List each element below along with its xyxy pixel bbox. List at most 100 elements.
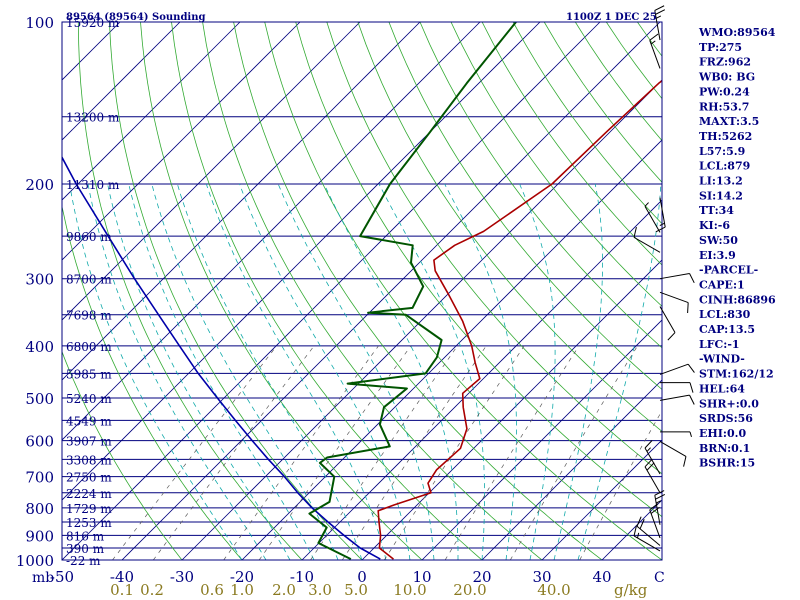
- index-value: TT:34: [699, 204, 734, 217]
- temperature-tick-label: -50: [50, 568, 74, 586]
- plot-frame: [61, 21, 663, 561]
- wind-barb: [660, 431, 692, 438]
- moist-adiabat: [323, 183, 459, 560]
- moist-adiabat: [107, 183, 291, 560]
- isotherm-line: [62, 22, 301, 261]
- index-value: LFC:-1: [699, 338, 740, 351]
- wind-barb-flag: [655, 226, 666, 233]
- moist-adiabat: [205, 183, 387, 560]
- index-value: HEL:64: [699, 382, 745, 395]
- index-value: SRDS:56: [699, 412, 753, 425]
- wind-barb-flag: [687, 363, 695, 373]
- wind-barb: [654, 5, 666, 41]
- index-value: BSHR:15: [699, 457, 755, 470]
- wind-barb-staff: [659, 291, 689, 304]
- temperature-tick-label: -10: [290, 568, 314, 586]
- wind-barb: [636, 516, 661, 546]
- pressure-tick-label: 500: [25, 390, 54, 408]
- wind-barb: [644, 202, 661, 233]
- chart-title: 89564 (89564) Sounding: [66, 12, 206, 23]
- index-value: CAPE:1: [699, 278, 745, 291]
- wind-barb-staff: [659, 363, 689, 375]
- index-value: CAP:13.5: [699, 323, 755, 336]
- wind-barb-flag: [644, 458, 653, 468]
- mixing-ratio-line: [509, 345, 638, 560]
- wind-barb-staff: [659, 394, 690, 401]
- index-value: PW:0.24: [699, 85, 750, 98]
- mixing-ratio-tick-label: 10.0: [393, 581, 426, 599]
- isotherm-line: [62, 22, 241, 201]
- wind-barb-staff: [633, 236, 661, 253]
- wind-barb-flag: [689, 273, 695, 284]
- wind-barb-staff: [654, 10, 661, 41]
- wind-barb-half-flag: [636, 532, 640, 539]
- height-label: 4549 m: [66, 414, 112, 428]
- height-label: 11310 m: [66, 178, 120, 192]
- wind-barb-staff: [659, 440, 687, 457]
- wind-barb: [659, 363, 695, 375]
- background-lines: [62, 22, 662, 560]
- isotherm-line: [62, 22, 361, 321]
- wind-barb: [644, 440, 661, 475]
- parcel-profile-line: [62, 155, 381, 560]
- dry-adiabat: [233, 22, 603, 560]
- index-value: LCL:830: [699, 308, 751, 321]
- pressure-tick-label: 700: [25, 469, 54, 487]
- wind-barb-staff: [659, 306, 676, 333]
- dry-adiabat: [62, 204, 243, 560]
- wind-barb: [649, 33, 661, 69]
- height-label: 3907 m: [66, 435, 112, 449]
- wind-barb-flag: [687, 302, 689, 314]
- wind-barb-staff: [636, 525, 661, 546]
- temperature-tick-label: 20: [472, 568, 491, 586]
- height-label: 2224 m: [66, 487, 112, 501]
- wind-barb: [659, 394, 695, 405]
- wind-barb-flag: [689, 382, 694, 393]
- wind-barb-flag: [689, 394, 695, 405]
- wind-barb: [660, 382, 694, 393]
- moist-adiabat: [151, 183, 339, 560]
- sounding-profiles: [62, 22, 662, 560]
- wind-barbs: [633, 5, 695, 552]
- wind-barb: [649, 503, 661, 539]
- wind-barb-staff: [649, 40, 661, 69]
- wind-barb-flag: [639, 519, 645, 530]
- dry-adiabat: [512, 22, 662, 225]
- height-label: 7698 m: [66, 309, 112, 323]
- mixing-ratio-line: [310, 345, 458, 560]
- wind-barb-flag: [633, 525, 637, 537]
- height-label: 8700 m: [66, 273, 112, 287]
- dry-adiabat: [481, 22, 662, 266]
- isotherm-line: [241, 139, 662, 560]
- dry-adiabat: [140, 22, 423, 560]
- moist-adiabat: [444, 183, 517, 560]
- wind-barb-half-flag: [650, 40, 656, 45]
- dry-adiabat: [543, 22, 662, 183]
- index-value: EHI:0.0: [699, 427, 746, 440]
- wind-barb: [659, 272, 695, 284]
- isotherm-line: [421, 319, 662, 560]
- wind-barb-staff: [659, 197, 666, 228]
- wind-barb: [659, 440, 687, 467]
- index-value: MAXT:3.5: [699, 115, 759, 128]
- temperature-tick-label: -40: [110, 568, 134, 586]
- moist-adiabat: [177, 183, 363, 560]
- temperature-tick-label: 40: [592, 568, 611, 586]
- mixing-ratio-line: [444, 345, 580, 560]
- pressure-tick-label: 900: [25, 527, 54, 545]
- index-value: SI:14.2: [699, 189, 743, 202]
- wind-barb-flag: [636, 516, 642, 527]
- mixing-ratio-tick-label: 0.2: [140, 581, 164, 599]
- wind-barb-staff: [654, 495, 661, 525]
- dry-adiabat: [326, 22, 662, 475]
- index-value: SHR+:0.0: [699, 397, 759, 410]
- wind-barb: [655, 197, 666, 233]
- index-value: CINH:86896: [699, 293, 776, 306]
- index-value: BRN:0.1: [699, 442, 750, 455]
- mixing-ratio-line: [579, 410, 662, 560]
- isotherm-line: [181, 79, 662, 560]
- wind-barb-flag: [644, 440, 653, 449]
- wind-barb-flag: [683, 456, 687, 467]
- temperature-tick-label: 10: [412, 568, 431, 586]
